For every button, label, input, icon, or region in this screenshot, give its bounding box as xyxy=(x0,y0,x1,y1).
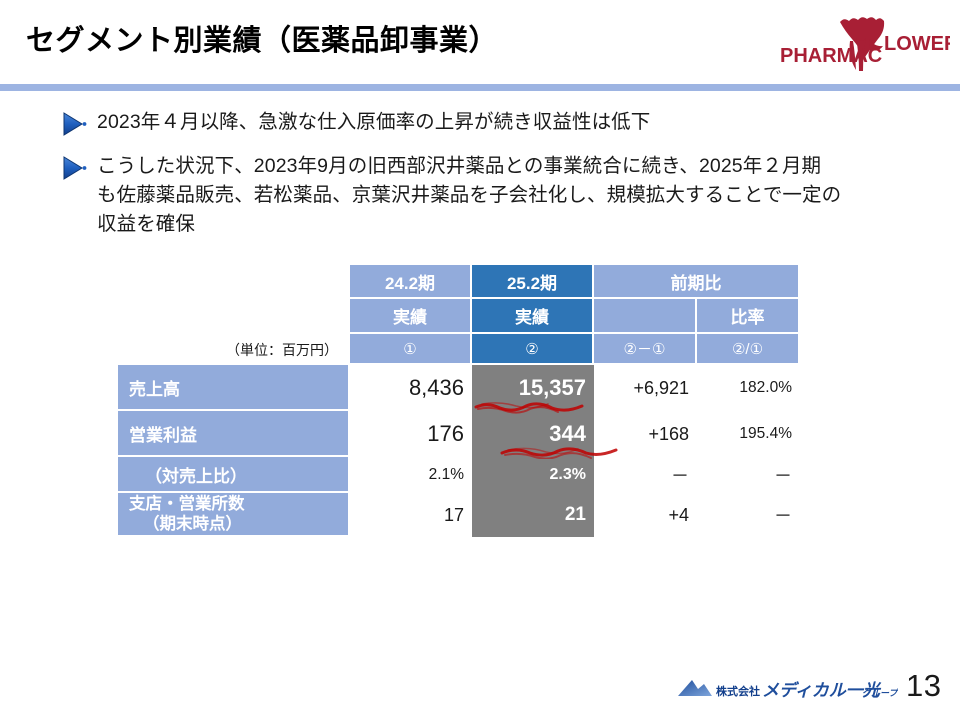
header-ratio-ref: ②/① xyxy=(697,334,800,365)
brand-text-left: PHARMAC xyxy=(780,45,882,67)
pharmacy-flower-logo: PHARMAC LOWER xyxy=(778,8,950,74)
brand-text-right: LOWER xyxy=(884,33,950,55)
triangle-bullet-icon xyxy=(62,111,88,137)
table-header-row-refs: （単位：百万円） ① ② ②－① ②/① xyxy=(118,334,800,365)
table-header-row-kind: 実績 実績 比率 xyxy=(118,299,800,334)
header-ratio-label: 比率 xyxy=(697,299,800,334)
bullet-2-line-2: も佐藤薬品販売、若松薬品、京葉沢井薬品を子会社化し、規模拡大することで一定の xyxy=(97,184,842,206)
header-col-b-ref: ② xyxy=(472,334,594,365)
bullet-1-text: 2023年４月以降、急激な仕入原価率の上昇が続き収益性は低下 xyxy=(97,111,651,133)
bullet-2-line-3: 収益を確保 xyxy=(97,213,196,235)
header-spacer xyxy=(118,265,350,299)
header-diff-blank xyxy=(594,299,697,334)
row-label-sales: 売上高 xyxy=(118,365,350,411)
table-row: （対売上比） 2.1% 2.3% － － xyxy=(118,457,800,493)
header-col-a-kind: 実績 xyxy=(350,299,472,334)
table-row: 売上高 8,436 15,357 +6,921 182.0% xyxy=(118,365,800,411)
row-label-operating-profit: 営業利益 xyxy=(118,411,350,457)
footer-company-main: メディカル一光 xyxy=(762,681,882,700)
row-branch-col-b: 21 xyxy=(472,493,594,537)
row-op-diff: +168 xyxy=(594,411,697,457)
row-label-margin: （対売上比） xyxy=(118,457,350,493)
header-col-a-ref: ① xyxy=(350,334,472,365)
footer-company-prefix: 株式会社 xyxy=(716,684,760,698)
row-margin-ratio: － xyxy=(697,457,800,493)
header-diff-ref: ②－① xyxy=(594,334,697,365)
row-op-col-b: 344 xyxy=(472,411,594,457)
row-margin-col-b: 2.3% xyxy=(472,457,594,493)
table-row: 支店・営業所数 （期末時点） 17 21 +4 － xyxy=(118,493,800,537)
page-title: セグメント別業績（医薬品卸事業） xyxy=(26,25,499,57)
bullet-2-line-1: こうした状況下、2023年9月の旧西部沢井薬品との事業統合に続き、2025年２月… xyxy=(97,155,822,177)
row-margin-col-a: 2.1% xyxy=(350,457,472,493)
header-spacer-2 xyxy=(118,299,350,334)
row-op-ratio: 195.4% xyxy=(697,411,800,457)
row-label-branches-main: 支店・営業所数 xyxy=(129,495,245,513)
bullet-item-1: 2023年４月以降、急激な仕入原価率の上昇が続き収益性は低下 xyxy=(62,108,762,137)
header-col-b-kind: 実績 xyxy=(472,299,594,334)
header-col-b-period: 25.2期 xyxy=(472,265,594,299)
row-sales-ratio: 182.0% xyxy=(697,365,800,411)
row-op-col-a: 176 xyxy=(350,411,472,457)
table-unit-note: （単位：百万円） xyxy=(118,334,350,365)
page-number: 13 xyxy=(906,668,942,703)
header-col-a-period: 24.2期 xyxy=(350,265,472,299)
row-label-branches-sub: （期末時点） xyxy=(143,515,242,533)
table-header-row-period: 24.2期 25.2期 前期比 xyxy=(118,265,800,299)
row-branch-col-a: 17 xyxy=(350,493,472,537)
header-compare-label: 前期比 xyxy=(594,265,800,299)
row-branch-ratio: － xyxy=(697,493,800,537)
row-label-branches: 支店・営業所数 （期末時点） xyxy=(118,493,350,537)
table-row: 営業利益 176 344 +168 195.4% xyxy=(118,411,800,457)
row-sales-diff: +6,921 xyxy=(594,365,697,411)
triangle-bullet-icon xyxy=(62,155,88,181)
bullet-2-text-group: こうした状況下、2023年9月の旧西部沢井薬品との事業統合に続き、2025年２月… xyxy=(97,152,841,239)
row-branch-diff: +4 xyxy=(594,493,697,537)
header-divider xyxy=(0,84,960,91)
row-sales-col-a: 8,436 xyxy=(350,365,472,411)
segment-performance-table: 24.2期 25.2期 前期比 実績 実績 比率 （単位：百万円） ① ② ②－… xyxy=(118,265,800,537)
row-sales-col-b: 15,357 xyxy=(472,365,594,411)
company-footer-logo: 株式会社 メディカル一光 グループ xyxy=(676,676,898,702)
row-margin-diff: － xyxy=(594,457,697,493)
bullet-item-2: こうした状況下、2023年9月の旧西部沢井薬品との事業統合に続き、2025年２月… xyxy=(62,152,902,239)
footer-company-suffix: グループ xyxy=(862,688,898,698)
